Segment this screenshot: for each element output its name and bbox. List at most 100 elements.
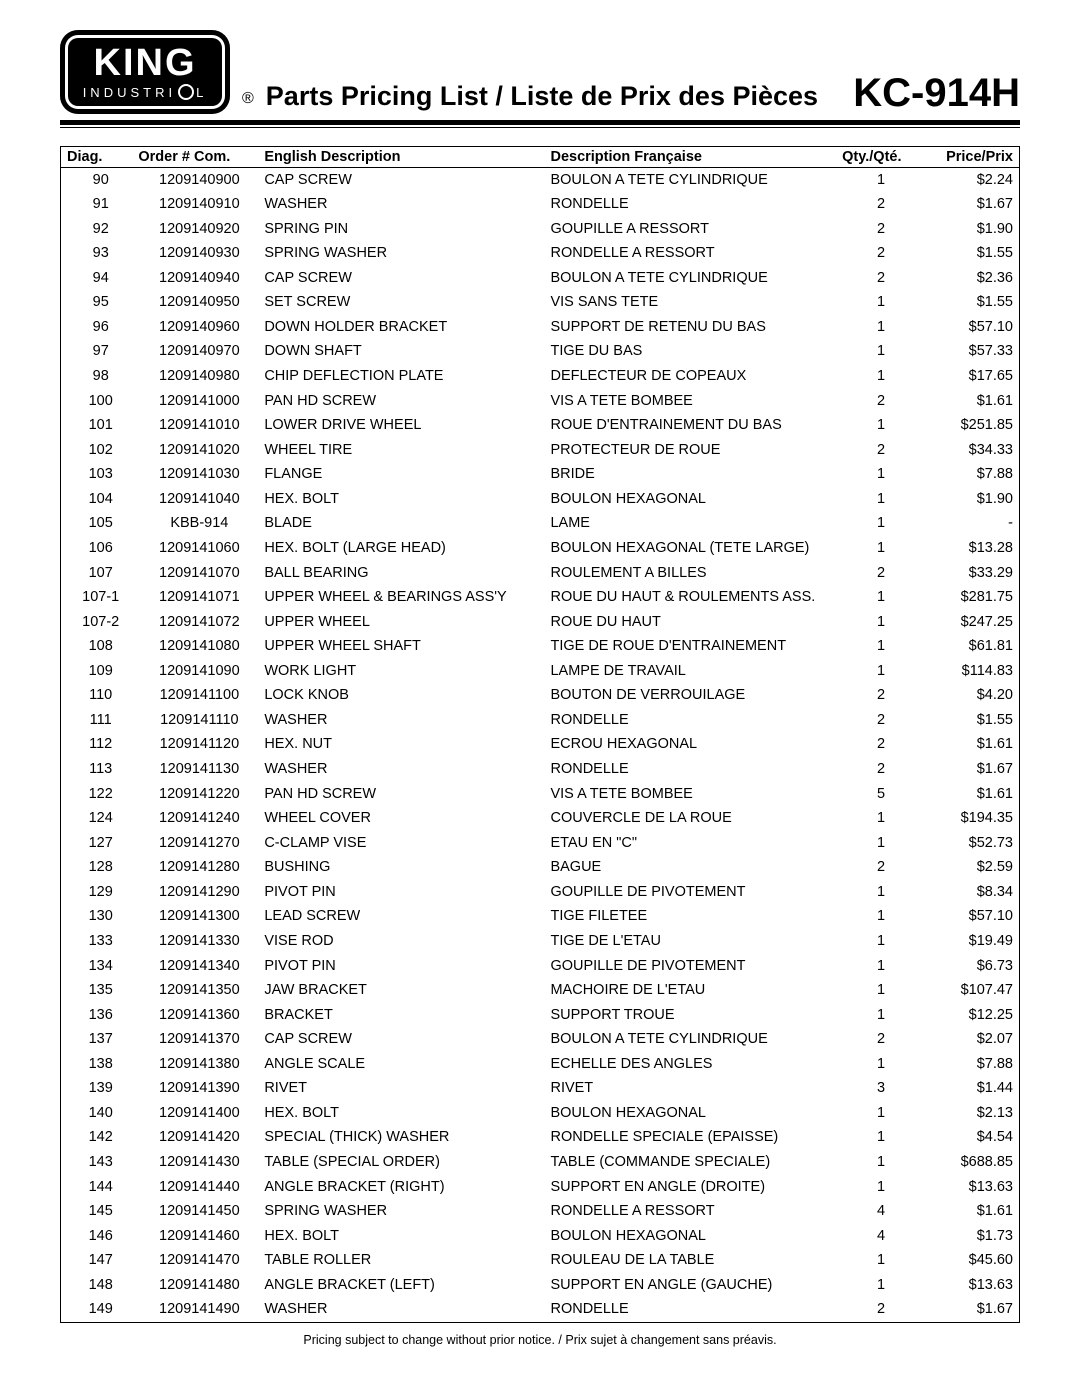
cell-qty: 2 (842, 438, 924, 463)
cell-eng: DOWN HOLDER BRACKET (264, 315, 550, 340)
cell-eng: WHEEL COVER (264, 807, 550, 832)
cell-qty: 4 (842, 1200, 924, 1225)
cell-order: 1209140920 (138, 217, 264, 242)
cell-qty: 1 (842, 536, 924, 561)
cell-order: 1209141130 (138, 758, 264, 783)
cell-order: 1209141460 (138, 1224, 264, 1249)
cell-price: $1.90 (924, 217, 1020, 242)
col-header-eng: English Description (264, 147, 550, 168)
cell-price: $4.54 (924, 1126, 1020, 1151)
table-row: 1331209141330VISE RODTIGE DE L'ETAU1$19.… (61, 929, 1020, 954)
cell-eng: PIVOT PIN (264, 880, 550, 905)
table-row: 1451209141450SPRING WASHERRONDELLE A RES… (61, 1200, 1020, 1225)
cell-qty: 1 (842, 1003, 924, 1028)
table-row: 107-11209141071UPPER WHEEL & BEARINGS AS… (61, 586, 1020, 611)
cell-price: $1.61 (924, 782, 1020, 807)
cell-price: $1.67 (924, 1298, 1020, 1323)
cell-price: $1.67 (924, 193, 1020, 218)
cell-qty: 5 (842, 782, 924, 807)
cell-eng: SPRING WASHER (264, 1200, 550, 1225)
cell-order: 1209141220 (138, 782, 264, 807)
cell-qty: 2 (842, 389, 924, 414)
cell-fr: SUPPORT DE RETENU DU BAS (550, 315, 842, 340)
col-header-diag: Diag. (61, 147, 139, 168)
cell-price: $281.75 (924, 586, 1020, 611)
cell-order: 1209140930 (138, 242, 264, 267)
cell-fr: TIGE FILETEE (550, 905, 842, 930)
cell-qty: 1 (842, 1101, 924, 1126)
cell-price: $45.60 (924, 1249, 1020, 1274)
cell-price: $194.35 (924, 807, 1020, 832)
cell-fr: BOULON HEXAGONAL (550, 1101, 842, 1126)
cell-eng: JAW BRACKET (264, 979, 550, 1004)
table-row: 921209140920SPRING PINGOUPILLE A RESSORT… (61, 217, 1020, 242)
table-row: 105KBB-914BLADELAME1- (61, 512, 1020, 537)
cell-price: $1.61 (924, 733, 1020, 758)
table-row: 1301209141300LEAD SCREWTIGE FILETEE1$57.… (61, 905, 1020, 930)
cell-price: $13.63 (924, 1273, 1020, 1298)
cell-fr: BRIDE (550, 463, 842, 488)
table-row: 981209140980CHIP DEFLECTION PLATEDEFLECT… (61, 365, 1020, 390)
cell-fr: GOUPILLE A RESSORT (550, 217, 842, 242)
cell-diag: 148 (61, 1273, 139, 1298)
col-header-order: Order # Com. (138, 147, 264, 168)
cell-qty: 2 (842, 733, 924, 758)
cell-order: 1209141020 (138, 438, 264, 463)
cell-eng: LOCK KNOB (264, 684, 550, 709)
cell-diag: 135 (61, 979, 139, 1004)
cell-order: 1209141090 (138, 659, 264, 684)
table-row: 1281209141280BUSHINGBAGUE2$2.59 (61, 856, 1020, 881)
cell-price: $61.81 (924, 635, 1020, 660)
cell-price: $107.47 (924, 979, 1020, 1004)
cell-diag: 105 (61, 512, 139, 537)
cell-diag: 93 (61, 242, 139, 267)
cell-order: 1209141070 (138, 561, 264, 586)
page-title: Parts Pricing List / Liste de Prix des P… (266, 81, 841, 112)
table-row: 1131209141130WASHERRONDELLE2$1.67 (61, 758, 1020, 783)
table-row: 1371209141370CAP SCREWBOULON A TETE CYLI… (61, 1028, 1020, 1053)
cell-qty: 1 (842, 315, 924, 340)
cell-price: $7.88 (924, 463, 1020, 488)
cell-eng: TABLE (SPECIAL ORDER) (264, 1151, 550, 1176)
cell-diag: 112 (61, 733, 139, 758)
table-row: 1221209141220PAN HD SCREWVIS A TETE BOMB… (61, 782, 1020, 807)
cell-fr: TIGE DU BAS (550, 340, 842, 365)
cell-qty: 1 (842, 512, 924, 537)
cell-eng: WASHER (264, 708, 550, 733)
cell-diag: 111 (61, 708, 139, 733)
cell-eng: UPPER WHEEL SHAFT (264, 635, 550, 660)
cell-price: $688.85 (924, 1151, 1020, 1176)
cell-order: 1209140980 (138, 365, 264, 390)
cell-order: 1209141350 (138, 979, 264, 1004)
cell-fr: DEFLECTEUR DE COPEAUX (550, 365, 842, 390)
cell-price: $17.65 (924, 365, 1020, 390)
cell-eng: HEX. BOLT (264, 1101, 550, 1126)
cell-fr: RONDELLE A RESSORT (550, 242, 842, 267)
cell-price: $2.59 (924, 856, 1020, 881)
cell-price: $247.25 (924, 610, 1020, 635)
cell-eng: WASHER (264, 193, 550, 218)
cell-fr: RONDELLE A RESSORT (550, 1200, 842, 1225)
cell-fr: ROULEAU DE LA TABLE (550, 1249, 842, 1274)
cell-fr: BAGUE (550, 856, 842, 881)
cell-eng: LOWER DRIVE WHEEL (264, 414, 550, 439)
table-body: 901209140900CAP SCREWBOULON A TETE CYLIN… (61, 168, 1020, 1323)
cell-order: KBB-914 (138, 512, 264, 537)
cell-price: $57.33 (924, 340, 1020, 365)
table-row: 1471209141470TABLE ROLLERROULEAU DE LA T… (61, 1249, 1020, 1274)
cell-price: $1.90 (924, 487, 1020, 512)
gear-icon (178, 84, 194, 100)
cell-qty: 1 (842, 487, 924, 512)
table-row: 1071209141070BALL BEARINGROULEMENT A BIL… (61, 561, 1020, 586)
cell-price: $1.61 (924, 1200, 1020, 1225)
cell-eng: CAP SCREW (264, 168, 550, 193)
cell-fr: BOULON HEXAGONAL (550, 1224, 842, 1249)
cell-qty: 1 (842, 1175, 924, 1200)
cell-price: $57.10 (924, 315, 1020, 340)
table-row: 1001209141000PAN HD SCREWVIS A TETE BOMB… (61, 389, 1020, 414)
table-row: 1061209141060HEX. BOLT (LARGE HEAD)BOULO… (61, 536, 1020, 561)
cell-price: $4.20 (924, 684, 1020, 709)
cell-order: 1209141370 (138, 1028, 264, 1053)
cell-diag: 92 (61, 217, 139, 242)
cell-price: $2.13 (924, 1101, 1020, 1126)
